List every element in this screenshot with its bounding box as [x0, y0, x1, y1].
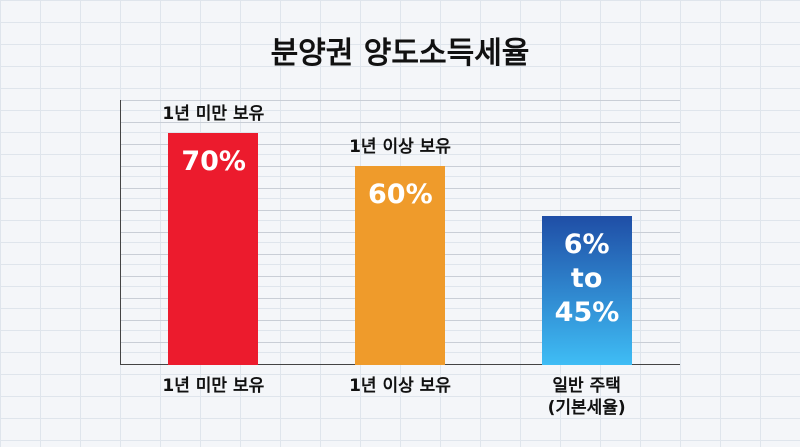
x-tick-label: 일반 주택 (기본세율): [547, 376, 626, 418]
bar-annotation: 1년 미만 보유: [162, 104, 265, 125]
bar: [355, 166, 445, 365]
bar-annotation: 1년 이상 보유: [349, 137, 451, 158]
x-tick-label: 1년 이상 보유: [349, 376, 451, 396]
chart-title: 분양권 양도소득세율: [270, 36, 530, 71]
value-label: 70%: [181, 146, 246, 178]
bar: [541, 215, 632, 365]
value-label: 6% to 45%: [554, 228, 620, 328]
bar: [168, 133, 259, 365]
x-tick-label: 1년 미만 보유: [162, 376, 265, 396]
value-label: 60%: [368, 179, 433, 211]
